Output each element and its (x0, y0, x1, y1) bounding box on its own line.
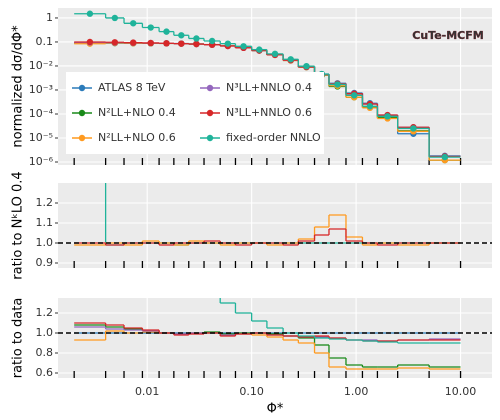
y-axis-label: ratio to NᵏLO 0.4 (11, 171, 26, 279)
marker (410, 125, 417, 132)
x-tick-label: 0.10 (239, 385, 264, 398)
marker (240, 43, 247, 50)
marker (256, 46, 263, 53)
y-tick-label: 1 (46, 11, 53, 24)
marker (163, 40, 170, 47)
legend-marker (78, 134, 86, 142)
plot-area (58, 183, 492, 246)
plot-area (58, 298, 492, 370)
legend-marker (206, 84, 214, 92)
legend-box (66, 72, 324, 154)
marker (130, 39, 137, 46)
x-tick-label: 10.00 (445, 385, 477, 398)
legend-label: N³LL+NNLO 0.6 (226, 106, 312, 119)
marker (178, 40, 185, 47)
y-axis-label: normalized dσ/dΦ* (11, 25, 26, 148)
marker (366, 103, 374, 110)
marker (111, 39, 119, 46)
marker (86, 38, 94, 46)
panel-background (58, 183, 492, 268)
annotation: CuTe-MCFM (412, 29, 483, 42)
marker (193, 35, 200, 42)
y-tick-label: 0.6 (36, 366, 54, 379)
y-tick-label: 0.9 (36, 256, 54, 269)
legend-label: N²LL+NLO 0.4 (98, 106, 176, 119)
marker (303, 62, 310, 70)
marker (130, 20, 137, 27)
y-tick-label: 10⁻⁴ (29, 107, 54, 120)
legend-label: ATLAS 8 TeV (98, 81, 166, 94)
marker (287, 56, 294, 63)
legend-marker (78, 84, 86, 92)
panel-background (58, 298, 492, 378)
y-tick-label: 0.8 (36, 346, 54, 359)
marker (384, 113, 391, 120)
legend-marker (206, 109, 214, 117)
marker (86, 10, 94, 17)
y-tick-label: 10⁻³ (29, 83, 53, 96)
legend-label: N²LL+NLO 0.6 (98, 131, 176, 144)
marker (334, 81, 341, 88)
marker (178, 32, 185, 39)
y-tick-label: 10⁻⁶ (29, 155, 54, 168)
marker (271, 50, 279, 58)
marker (163, 28, 170, 35)
marker (224, 40, 232, 47)
y-axis-label: ratio to data (11, 298, 26, 379)
y-tick-label: 1.0 (36, 326, 54, 339)
y-tick-label: 10⁻² (29, 59, 53, 72)
marker (351, 92, 358, 99)
marker (147, 39, 154, 47)
marker (208, 37, 216, 45)
plot-area (74, 10, 461, 164)
legend-label: N³LL+NNLO 0.4 (226, 81, 312, 94)
marker (441, 153, 449, 161)
y-tick-label: 10⁻⁵ (29, 131, 53, 144)
legend-marker (206, 134, 214, 142)
y-tick-label: 0.1 (36, 35, 54, 48)
marker (111, 14, 119, 22)
legend-label: fixed-order NNLO (226, 131, 321, 144)
marker (193, 40, 200, 48)
x-tick-label: 0.01 (135, 385, 160, 398)
x-axis-label: Φ* (267, 402, 284, 417)
y-tick-label: 1.1 (36, 216, 54, 229)
legend-marker (78, 109, 86, 117)
y-tick-label: 1.2 (36, 306, 54, 319)
y-tick-label: 1.2 (36, 196, 54, 209)
y-tick-label: 1.0 (36, 236, 54, 249)
x-tick-label: 1.00 (344, 385, 369, 398)
marker (147, 24, 154, 31)
